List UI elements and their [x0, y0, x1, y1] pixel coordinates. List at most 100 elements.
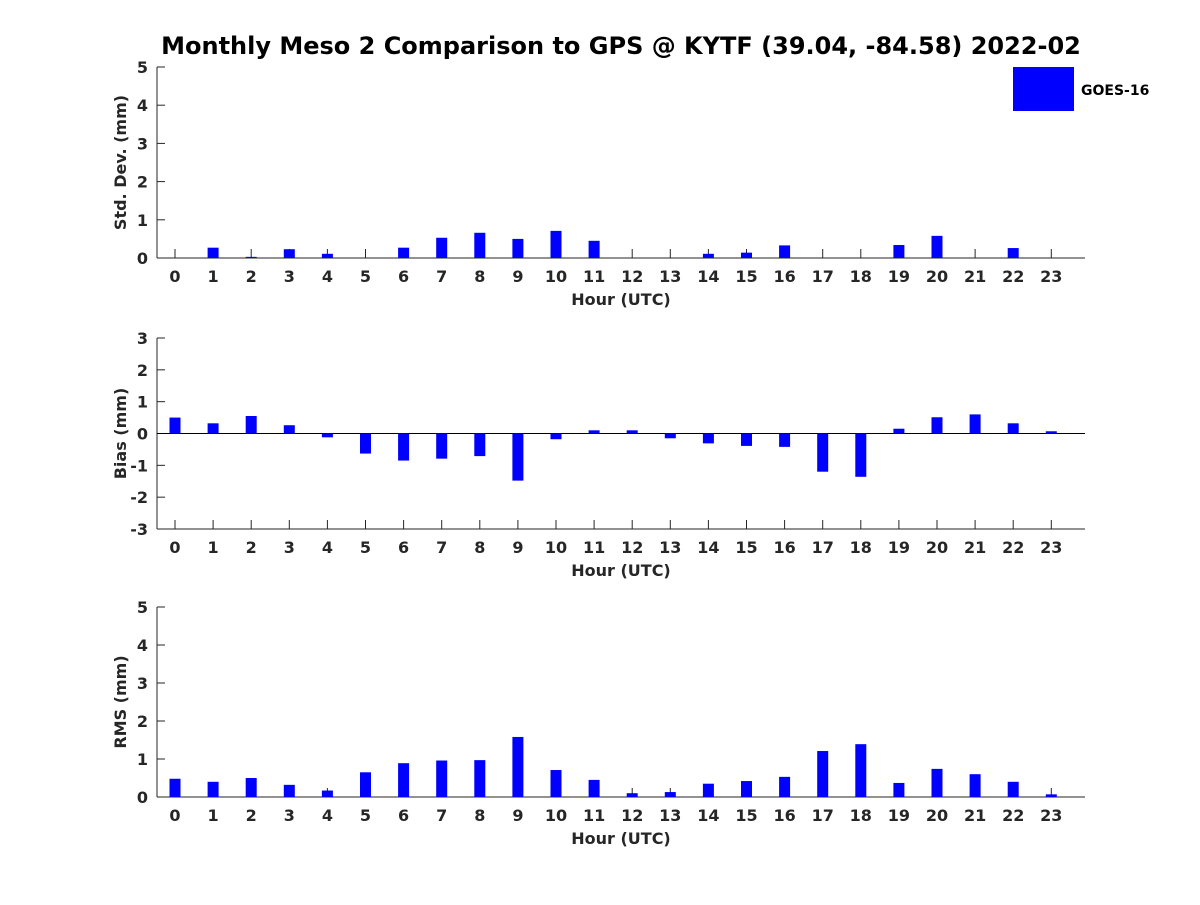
- bar-std-dev-7: [436, 237, 448, 258]
- bar-rms-16: [779, 776, 791, 797]
- x-tick-label: 15: [735, 806, 757, 825]
- bar-std-dev-11: [588, 240, 600, 258]
- x-tick-label: 20: [926, 538, 948, 557]
- x-tick-label: 3: [284, 806, 295, 825]
- bar-rms-18: [855, 744, 867, 797]
- bar-rms-3: [283, 784, 295, 797]
- x-tick-label: 9: [512, 538, 523, 557]
- bar-rms-23: [1045, 794, 1057, 797]
- x-tick-label: 15: [735, 267, 757, 286]
- x-tick-label: 4: [322, 806, 333, 825]
- x-tick-label: 20: [926, 267, 948, 286]
- x-tick-label: 23: [1040, 267, 1062, 286]
- bar-rms-6: [398, 763, 410, 797]
- bar-bias-2: [245, 415, 257, 434]
- bar-bias-12: [626, 430, 638, 434]
- x-tick-label: 8: [474, 806, 485, 825]
- x-tick-label: 15: [735, 538, 757, 557]
- bar-std-dev-1: [207, 247, 219, 258]
- x-tick-label: 1: [208, 538, 219, 557]
- bar-std-dev-3: [283, 249, 295, 258]
- x-tick-label: 11: [583, 267, 605, 286]
- bar-bias-7: [436, 433, 448, 459]
- y-tick-label: 1: [137, 211, 148, 230]
- x-tick-label: 16: [773, 267, 795, 286]
- y-tick-label: 2: [137, 361, 148, 380]
- bar-rms-5: [360, 772, 371, 797]
- bar-rms-11: [588, 779, 600, 797]
- bar-rms-4: [321, 790, 333, 797]
- bar-rms-1: [207, 781, 219, 797]
- x-tick-label: 19: [888, 806, 910, 825]
- x-tick-label: 22: [1002, 267, 1024, 286]
- y-tick-label: 3: [137, 674, 148, 693]
- x-tick-label: 2: [246, 267, 257, 286]
- bar-std-dev-4: [321, 253, 333, 258]
- x-tick-label: 9: [512, 267, 523, 286]
- bar-bias-13: [664, 433, 676, 439]
- bar-bias-19: [893, 428, 905, 434]
- bar-bias-16: [779, 433, 791, 447]
- chart-title: Monthly Meso 2 Comparison to GPS @ KYTF …: [161, 32, 1081, 60]
- bar-std-dev-9: [512, 238, 524, 258]
- x-tick-label: 9: [512, 806, 523, 825]
- legend: GOES-16: [1013, 67, 1149, 111]
- bar-rms-9: [512, 736, 524, 797]
- y-tick-label: 3: [137, 329, 148, 348]
- y-tick-label: -1: [130, 456, 148, 475]
- x-tick-label: 11: [583, 806, 605, 825]
- x-tick-label: 4: [322, 267, 333, 286]
- bar-rms-15: [741, 781, 752, 797]
- y-tick-label: 5: [137, 598, 148, 617]
- x-tick-label: 16: [773, 806, 795, 825]
- bar-std-dev-15: [741, 252, 752, 258]
- bar-std-dev-10: [550, 230, 562, 258]
- bar-std-dev-19: [893, 245, 905, 258]
- x-tick-label: 17: [812, 267, 834, 286]
- bar-bias-4: [321, 433, 333, 438]
- y-tick-label: 1: [137, 750, 148, 769]
- x-tick-label: 23: [1040, 538, 1062, 557]
- x-tick-label: 13: [659, 806, 681, 825]
- x-tick-label: 7: [436, 538, 447, 557]
- x-tick-label: 1: [208, 267, 219, 286]
- bar-std-dev-20: [931, 235, 943, 258]
- x-tick-label: 12: [621, 267, 643, 286]
- bar-std-dev-8: [474, 232, 486, 258]
- bar-rms-8: [474, 760, 486, 797]
- x-tick-label: 18: [850, 538, 872, 557]
- bar-rms-17: [817, 751, 829, 797]
- x-tick-label: 3: [284, 538, 295, 557]
- bar-rms-0: [169, 778, 181, 797]
- x-tick-label: 6: [398, 267, 409, 286]
- y-tick-label: 1: [137, 393, 148, 412]
- bar-bias-17: [817, 433, 829, 472]
- bar-bias-10: [550, 433, 562, 440]
- x-tick-label: 22: [1002, 538, 1024, 557]
- x-tick-label: 2: [246, 806, 257, 825]
- x-axis-label: Hour (UTC): [571, 290, 671, 309]
- bar-bias-18: [855, 433, 867, 477]
- bar-std-dev-16: [779, 245, 791, 258]
- bar-rms-12: [626, 793, 638, 797]
- bar-rms-14: [702, 783, 714, 797]
- bar-rms-10: [550, 770, 562, 797]
- x-tick-label: 14: [697, 806, 719, 825]
- x-tick-label: 5: [360, 267, 371, 286]
- x-tick-label: 10: [545, 267, 567, 286]
- bar-rms-21: [969, 774, 981, 797]
- x-tick-label: 16: [773, 538, 795, 557]
- y-tick-label: 0: [137, 249, 148, 268]
- bar-std-dev-2: [245, 256, 257, 258]
- x-tick-label: 19: [888, 538, 910, 557]
- y-tick-label: 4: [137, 636, 148, 655]
- x-tick-label: 23: [1040, 806, 1062, 825]
- x-tick-label: 7: [436, 806, 447, 825]
- bar-bias-11: [588, 430, 600, 434]
- x-tick-label: 8: [474, 267, 485, 286]
- x-tick-label: 7: [436, 267, 447, 286]
- x-tick-label: 14: [697, 267, 719, 286]
- y-axis-label: Bias (mm): [111, 388, 130, 480]
